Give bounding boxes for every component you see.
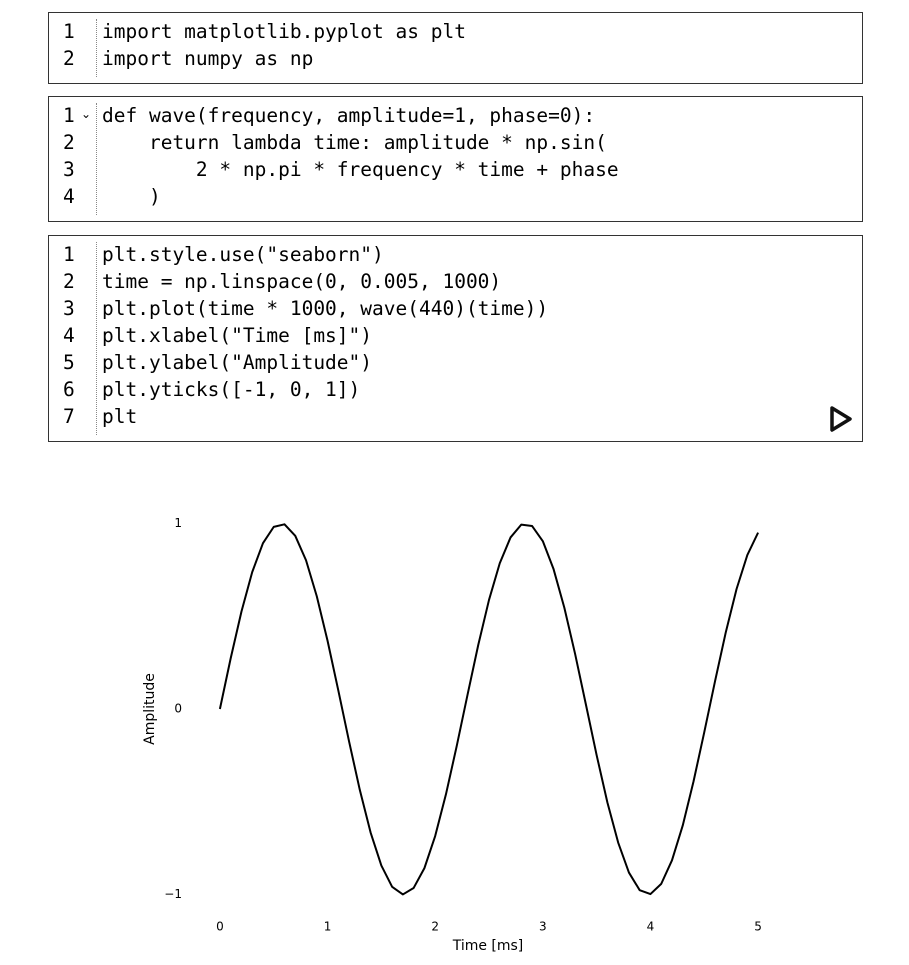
line-number: 3: [63, 158, 75, 181]
line-number: 1: [63, 104, 75, 127]
code-cell[interactable]: 1 def wave(frequency, amplitude=1, phase=…: [48, 96, 863, 222]
code-line: 2 * np.pi * frequency * time + phase: [102, 158, 619, 181]
chart: −1 0 1 0 1 2 3 4 5 Time [ms] Amplitude: [142, 516, 762, 954]
code-line: plt.plot(time * 1000, wave(440)(time)): [102, 297, 549, 320]
code-line: plt.ylabel("Amplitude"): [102, 351, 373, 374]
x-tick-label: 3: [539, 920, 547, 934]
code-line: plt.xlabel("Time [ms]"): [102, 324, 373, 347]
line-number: 7: [63, 405, 75, 428]
gutter-line: [96, 242, 97, 435]
line-number: 6: [63, 378, 75, 401]
x-tick-label: 5: [754, 920, 762, 934]
code-line: plt: [102, 405, 138, 428]
x-tick-label: 0: [216, 920, 224, 934]
x-tick-label: 1: [324, 920, 332, 934]
gutter-line: [96, 103, 97, 215]
line-number: 2: [63, 47, 75, 70]
code-line: import numpy as np: [102, 47, 314, 70]
run-button[interactable]: [828, 405, 854, 433]
line-number: 3: [63, 297, 75, 320]
line-number: 2: [63, 131, 75, 154]
y-tick-label: 0: [174, 702, 182, 716]
line-number: 2: [63, 270, 75, 293]
code-cell[interactable]: 1 import matplotlib.pyplot as plt 2 import …: [48, 12, 863, 84]
gutter-line: [96, 19, 97, 77]
code-line: plt.yticks([-1, 0, 1]): [102, 378, 361, 401]
code-line: def wave(frequency, amplitude=1, phase=0…: [102, 104, 596, 127]
wave-line: [218, 523, 759, 896]
line-number: 4: [63, 324, 75, 347]
x-tick-label: 4: [647, 920, 655, 934]
line-number: 4: [63, 185, 75, 208]
fold-toggle[interactable]: ⌄: [81, 107, 92, 121]
y-tick-label: −1: [164, 887, 182, 901]
line-number: 1: [63, 243, 75, 266]
x-tick-label: 2: [431, 920, 439, 934]
line-number: 5: [63, 351, 75, 374]
y-tick-label: 1: [174, 516, 182, 530]
code-line: ): [102, 185, 161, 208]
code-line: time = np.linspace(0, 0.005, 1000): [102, 270, 502, 293]
code-line: import matplotlib.pyplot as plt: [102, 20, 466, 43]
y-axis-label: Amplitude: [142, 673, 158, 745]
code-line: return lambda time: amplitude * np.sin(: [102, 131, 607, 154]
x-axis-label: Time [ms]: [452, 938, 524, 954]
line-number: 1: [63, 20, 75, 43]
code-line: plt.style.use("seaborn"): [102, 243, 384, 266]
code-cell[interactable]: 1 plt.style.use("seaborn") 2 time = np.lins…: [48, 235, 863, 442]
